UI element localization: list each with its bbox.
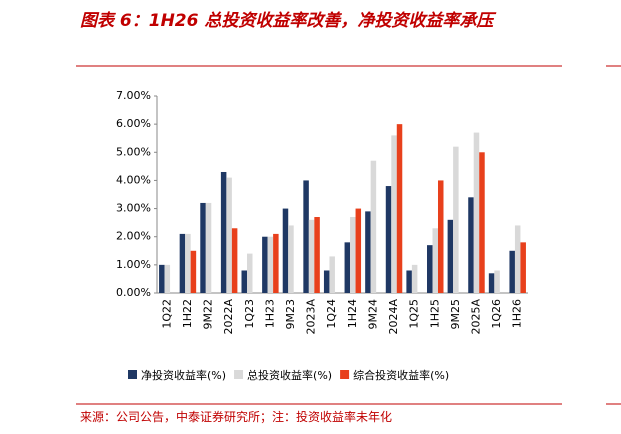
legend-swatch [128, 370, 137, 379]
bar [205, 202, 212, 293]
x-tick-label: 1Q24 [325, 299, 338, 329]
bar [355, 208, 362, 293]
bar [329, 256, 335, 293]
chart-title: 图表 6：1H26 总投资收益率改善，净投资收益率承压 [80, 11, 494, 31]
x-tick-label: 1Q26 [490, 299, 503, 329]
bar [226, 177, 232, 293]
bar [262, 236, 268, 293]
legend-swatch [234, 370, 244, 379]
bar [164, 264, 171, 293]
x-tick-label: 9M24 [366, 299, 379, 330]
y-tick-label: 0.00% [116, 286, 151, 299]
bar [314, 217, 320, 293]
x-tick-label: 9M23 [284, 299, 297, 330]
bar [323, 270, 330, 293]
y-tick-label: 5.00% [116, 145, 151, 158]
x-tick-label: 2023A [305, 299, 318, 335]
bar [303, 180, 309, 293]
bar [391, 135, 397, 293]
legend-label: 净投资收益率(%) [141, 368, 226, 382]
bar [231, 228, 238, 293]
bar [185, 233, 191, 293]
y-tick-label: 2.00% [116, 230, 151, 243]
x-tick-label: 1H26 [511, 299, 524, 328]
x-tick-label: 2024A [387, 299, 400, 335]
bar [479, 152, 485, 293]
bar [282, 208, 289, 293]
bar [447, 219, 454, 293]
bar [468, 197, 474, 293]
bar [220, 171, 227, 293]
x-tick-label: 1Q22 [160, 299, 173, 329]
x-tick-label: 1H22 [181, 299, 194, 328]
y-tick-label: 7.00% [116, 89, 151, 102]
bar [385, 186, 392, 293]
bar [350, 217, 356, 293]
bar [190, 250, 197, 293]
bar [514, 225, 521, 293]
bar [509, 250, 515, 293]
bar [427, 245, 433, 293]
x-tick-label: 2025A [469, 299, 482, 335]
y-tick-label: 4.00% [116, 173, 151, 186]
bar [396, 124, 403, 294]
x-tick-label: 9M22 [202, 299, 215, 330]
y-tick-label: 1.00% [116, 258, 151, 271]
legend-label: 总投资收益率(%) [247, 368, 332, 382]
bar [411, 264, 418, 293]
legend-swatch [340, 370, 350, 379]
bar [473, 132, 480, 293]
y-tick-label: 3.00% [116, 202, 151, 215]
bar [432, 228, 438, 293]
bar [370, 160, 377, 293]
legend-label: 综合投资收益率(%) [353, 368, 449, 382]
bar [179, 233, 186, 293]
x-tick-label: 9M25 [449, 299, 462, 330]
bar [365, 211, 371, 293]
bar [288, 225, 294, 293]
bar [273, 233, 279, 293]
bar [437, 180, 444, 293]
bar [494, 270, 500, 293]
bar [344, 242, 351, 293]
bar [159, 264, 165, 293]
bar [200, 202, 206, 293]
bar [453, 146, 459, 293]
x-tick-label: 1Q25 [408, 299, 421, 329]
source-note: 来源：公司公告，中泰证券研究所；注：投资收益率未年化 [80, 410, 393, 424]
x-tick-label: 1H23 [263, 299, 276, 328]
x-tick-label: 1H25 [428, 299, 441, 328]
x-tick-label: 1H24 [346, 299, 359, 328]
bar [247, 253, 253, 293]
bar [241, 270, 248, 293]
bar [488, 273, 495, 293]
bar [520, 242, 526, 293]
bar [267, 236, 274, 293]
y-tick-label: 6.00% [116, 117, 151, 130]
bar [308, 219, 315, 293]
bar [406, 270, 412, 293]
x-tick-label: 2022A [222, 299, 235, 335]
x-tick-label: 1Q23 [243, 299, 256, 329]
